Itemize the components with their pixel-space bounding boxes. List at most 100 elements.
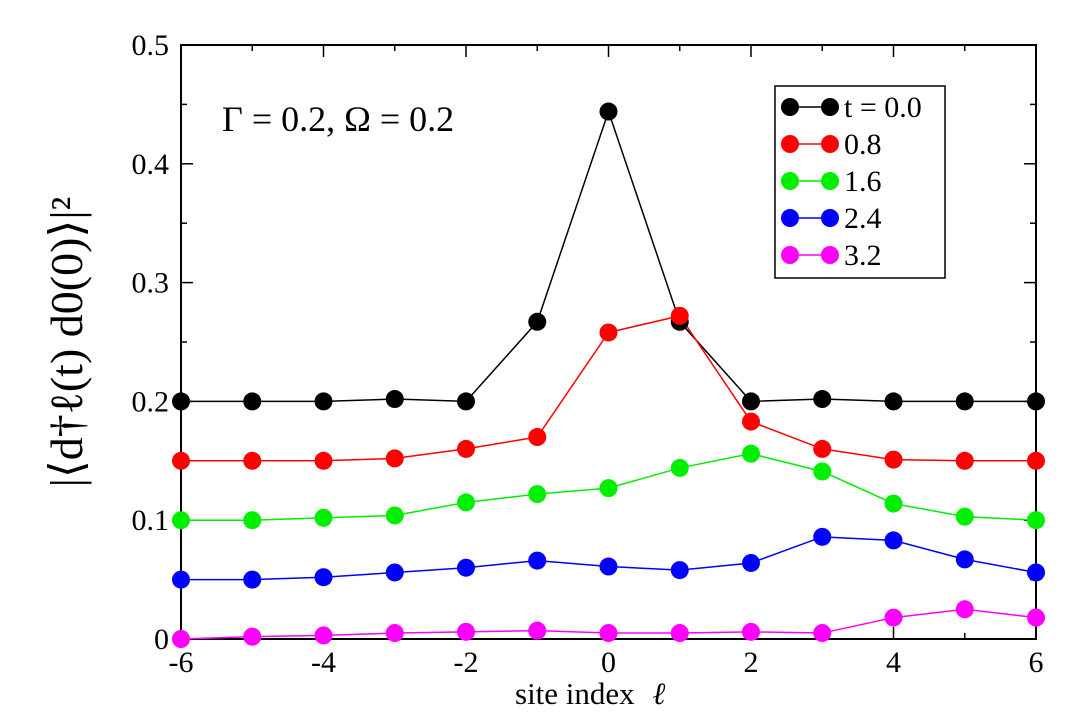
legend-marker-4: [781, 246, 799, 264]
data-point-series-4: [314, 626, 333, 645]
x-tick-label: 2: [744, 646, 759, 679]
data-point-series-1: [243, 451, 262, 470]
data-point-series-4: [742, 622, 760, 641]
data-point-series-2: [172, 511, 190, 530]
data-point-series-1: [314, 451, 333, 470]
x-tick-label: -4: [311, 646, 336, 679]
data-point-series-2: [955, 507, 974, 526]
annotation-text: Γ = 0.2, Ω = 0.2: [222, 99, 454, 139]
data-point-series-4: [955, 600, 974, 619]
data-point-series-2: [385, 506, 404, 525]
data-point-series-0: [955, 392, 974, 411]
data-point-series-1: [457, 439, 475, 458]
data-point-series-2: [813, 462, 832, 481]
data-point-series-0: [314, 392, 333, 411]
data-point-series-4: [670, 624, 689, 643]
legend-marker-1: [781, 135, 799, 153]
data-point-series-3: [314, 568, 333, 587]
data-point-series-3: [813, 527, 832, 546]
data-point-series-4: [243, 627, 262, 646]
data-point-series-0: [457, 392, 475, 411]
data-point-series-3: [742, 553, 760, 572]
legend-label-0: t = 0.0: [844, 91, 922, 124]
data-point-series-2: [742, 444, 760, 463]
legend-label-1: 0.8: [844, 128, 882, 161]
data-point-series-1: [884, 450, 903, 469]
data-point-series-4: [599, 624, 618, 643]
y-tick-label: 0: [154, 623, 169, 656]
data-point-series-3: [457, 558, 475, 577]
x-tick-label: -2: [454, 646, 479, 679]
data-point-series-1: [955, 451, 974, 470]
y-tick-label: 0.2: [132, 385, 170, 418]
data-point-series-0: [884, 392, 903, 411]
x-tick-label: 0: [601, 646, 616, 679]
legend-marker-1: [821, 135, 839, 153]
data-point-series-0: [385, 390, 404, 409]
data-point-series-4: [1027, 608, 1045, 627]
data-point-series-4: [172, 630, 190, 648]
legend-marker-2: [821, 172, 839, 190]
legend-marker-3: [821, 209, 839, 227]
data-point-series-3: [243, 570, 262, 589]
data-point-series-4: [457, 622, 475, 641]
data-point-series-2: [528, 485, 547, 504]
axis-tick-labels: -6 -4 -2 0 2 4 6 0 0.1 0.2 0.3 0.4 0.5: [132, 29, 1044, 679]
legend-label-2: 1.6: [844, 165, 882, 198]
x-axis-label: site index ℓ: [515, 676, 665, 711]
data-point-series-4: [884, 608, 903, 627]
data-point-series-1: [670, 306, 689, 325]
legend-marker-3: [781, 209, 799, 227]
y-axis-label: |⟨d†ℓ(t) d0(0)⟩|²: [41, 197, 92, 488]
data-point-series-1: [599, 323, 618, 342]
data-point-series-1: [172, 451, 190, 470]
x-tick-label: 4: [886, 646, 901, 679]
data-point-series-1: [742, 412, 760, 431]
data-point-series-3: [385, 563, 404, 582]
data-point-series-2: [884, 494, 903, 513]
data-point-series-1: [385, 449, 404, 468]
x-axis-label-text: site index: [515, 676, 635, 711]
y-tick-label: 0.3: [132, 267, 170, 300]
legend-marker-4: [821, 246, 839, 264]
data-point-series-0: [742, 392, 760, 411]
legend-label-4: 3.2: [844, 239, 882, 272]
data-point-series-3: [1027, 563, 1045, 582]
x-tick-label: 6: [1029, 646, 1044, 679]
data-point-series-3: [599, 557, 618, 576]
legend-label-3: 2.4: [844, 202, 882, 235]
data-point-series-2: [457, 493, 475, 512]
data-point-series-1: [1027, 451, 1045, 470]
data-point-series-2: [243, 511, 262, 530]
y-tick-label: 0.1: [132, 504, 170, 537]
data-point-series-0: [243, 392, 262, 411]
data-point-series-2: [599, 479, 618, 498]
data-point-series-1: [528, 428, 547, 447]
data-point-series-3: [884, 531, 903, 550]
data-point-series-0: [1027, 392, 1045, 411]
legend-box: [774, 85, 946, 279]
data-point-series-4: [813, 624, 832, 643]
legend: t = 0.0 0.8 1.6 2.4 3.2: [781, 91, 922, 272]
y-tick-label: 0.5: [132, 29, 170, 62]
y-tick-label: 0.4: [132, 148, 170, 181]
legend-marker-2: [781, 172, 799, 190]
legend-marker-0: [821, 98, 839, 116]
data-point-series-0: [172, 392, 190, 411]
legend-marker-0: [781, 98, 799, 116]
data-point-series-2: [670, 458, 689, 477]
data-point-series-4: [385, 624, 404, 643]
data-point-series-1: [813, 439, 832, 458]
data-point-series-2: [1027, 511, 1045, 530]
data-point-series-4: [528, 621, 547, 640]
data-point-series-3: [955, 550, 974, 569]
data-point-series-3: [172, 570, 190, 589]
data-point-series-0: [599, 102, 618, 121]
data-point-series-3: [670, 561, 689, 580]
data-point-series-2: [314, 508, 333, 527]
data-point-series-0: [528, 312, 547, 331]
data-point-series-0: [813, 390, 832, 409]
data-point-series-3: [528, 551, 547, 570]
series-points: [172, 102, 1045, 648]
